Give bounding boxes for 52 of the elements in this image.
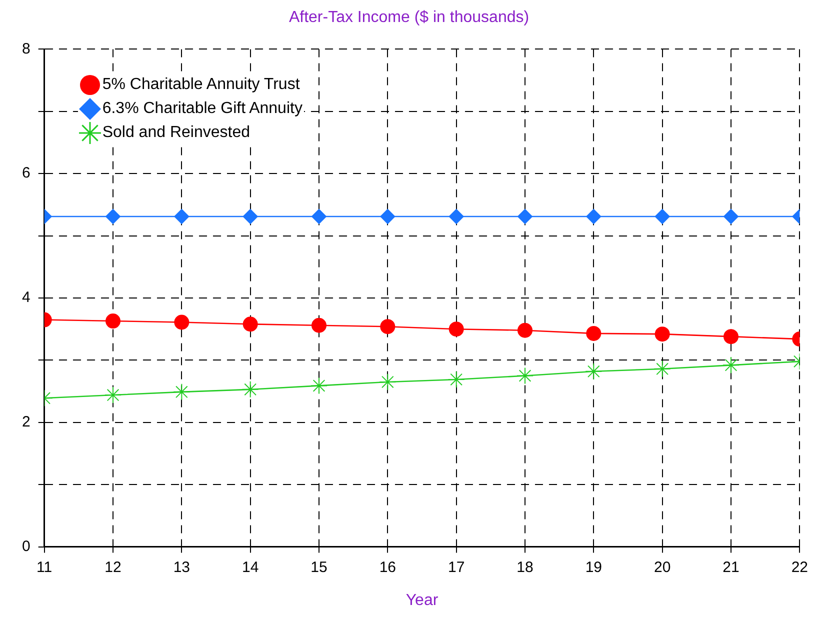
point: [448, 370, 465, 388]
point: [174, 314, 190, 330]
x-tick-label: 19: [585, 558, 602, 576]
x-tick-label: 13: [173, 558, 190, 576]
y-tick-label: 2: [22, 414, 30, 431]
x-tick-label: 16: [379, 558, 396, 576]
point: [654, 209, 670, 224]
x-tick-label: 11: [36, 558, 52, 576]
point: [723, 329, 738, 344]
y-tick-label: 6: [22, 164, 30, 182]
point: [586, 326, 602, 341]
point: [586, 209, 602, 224]
y-tick-label: 4: [22, 289, 30, 306]
x-tick-label: 20: [654, 558, 671, 576]
point: [312, 209, 327, 224]
point: [174, 209, 190, 224]
x-tick-label: 22: [791, 558, 808, 576]
y-tick-label: 8: [22, 40, 30, 58]
point: [585, 362, 602, 380]
y-tick-label: 0: [22, 538, 30, 555]
x-tick-label: 18: [516, 558, 534, 576]
point: [654, 360, 671, 378]
x-axis-title: Year: [406, 592, 439, 609]
legend-label: 5% Charitable Annuity Trust: [102, 76, 300, 94]
point: [242, 380, 259, 398]
chart-title: After-Tax Income ($ in thousands): [288, 9, 530, 26]
x-tick-label: 21: [722, 558, 740, 576]
point: [380, 319, 396, 334]
point: [310, 377, 328, 394]
point: [173, 383, 190, 400]
point: [722, 356, 740, 374]
x-tick-label: 14: [242, 558, 259, 576]
point: [516, 367, 534, 384]
x-tick-label: 17: [448, 558, 465, 576]
point: [106, 209, 121, 224]
point: [104, 386, 122, 404]
point: [654, 326, 670, 342]
legend-label: Sold and Reinvested: [102, 124, 250, 142]
x-tick-label: 12: [104, 558, 122, 576]
point: [380, 209, 396, 224]
point: [242, 209, 258, 224]
point: [242, 316, 258, 332]
point: [448, 209, 464, 224]
point: [448, 322, 464, 337]
point: [517, 322, 532, 338]
point: [723, 209, 738, 224]
point: [106, 314, 121, 329]
point: [517, 209, 532, 224]
point: [312, 318, 327, 333]
x-tick-label: 15: [310, 558, 328, 576]
legend-label: 6.3% Charitable Gift Annuity: [102, 100, 302, 118]
point: [379, 373, 396, 390]
